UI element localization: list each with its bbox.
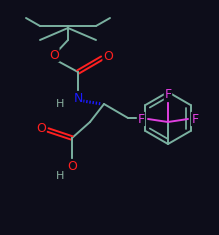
Text: F: F <box>138 113 145 125</box>
Text: N: N <box>73 91 83 105</box>
Text: O: O <box>67 160 77 172</box>
Text: F: F <box>191 113 199 125</box>
Text: F: F <box>164 89 171 102</box>
Text: H: H <box>56 171 64 181</box>
Text: O: O <box>36 121 46 134</box>
Text: O: O <box>103 50 113 63</box>
Text: H: H <box>56 99 64 109</box>
Text: O: O <box>49 48 59 62</box>
